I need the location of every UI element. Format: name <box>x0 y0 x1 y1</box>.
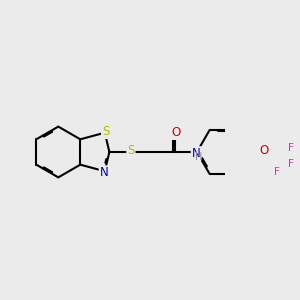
Text: F: F <box>288 143 294 153</box>
Text: F: F <box>274 167 280 177</box>
Text: F: F <box>288 159 294 169</box>
Text: O: O <box>259 144 268 157</box>
Text: S: S <box>102 125 109 138</box>
Text: O: O <box>172 126 181 139</box>
Text: S: S <box>127 144 135 157</box>
Text: H: H <box>195 152 202 162</box>
Text: N: N <box>100 166 108 179</box>
Text: N: N <box>192 147 200 160</box>
